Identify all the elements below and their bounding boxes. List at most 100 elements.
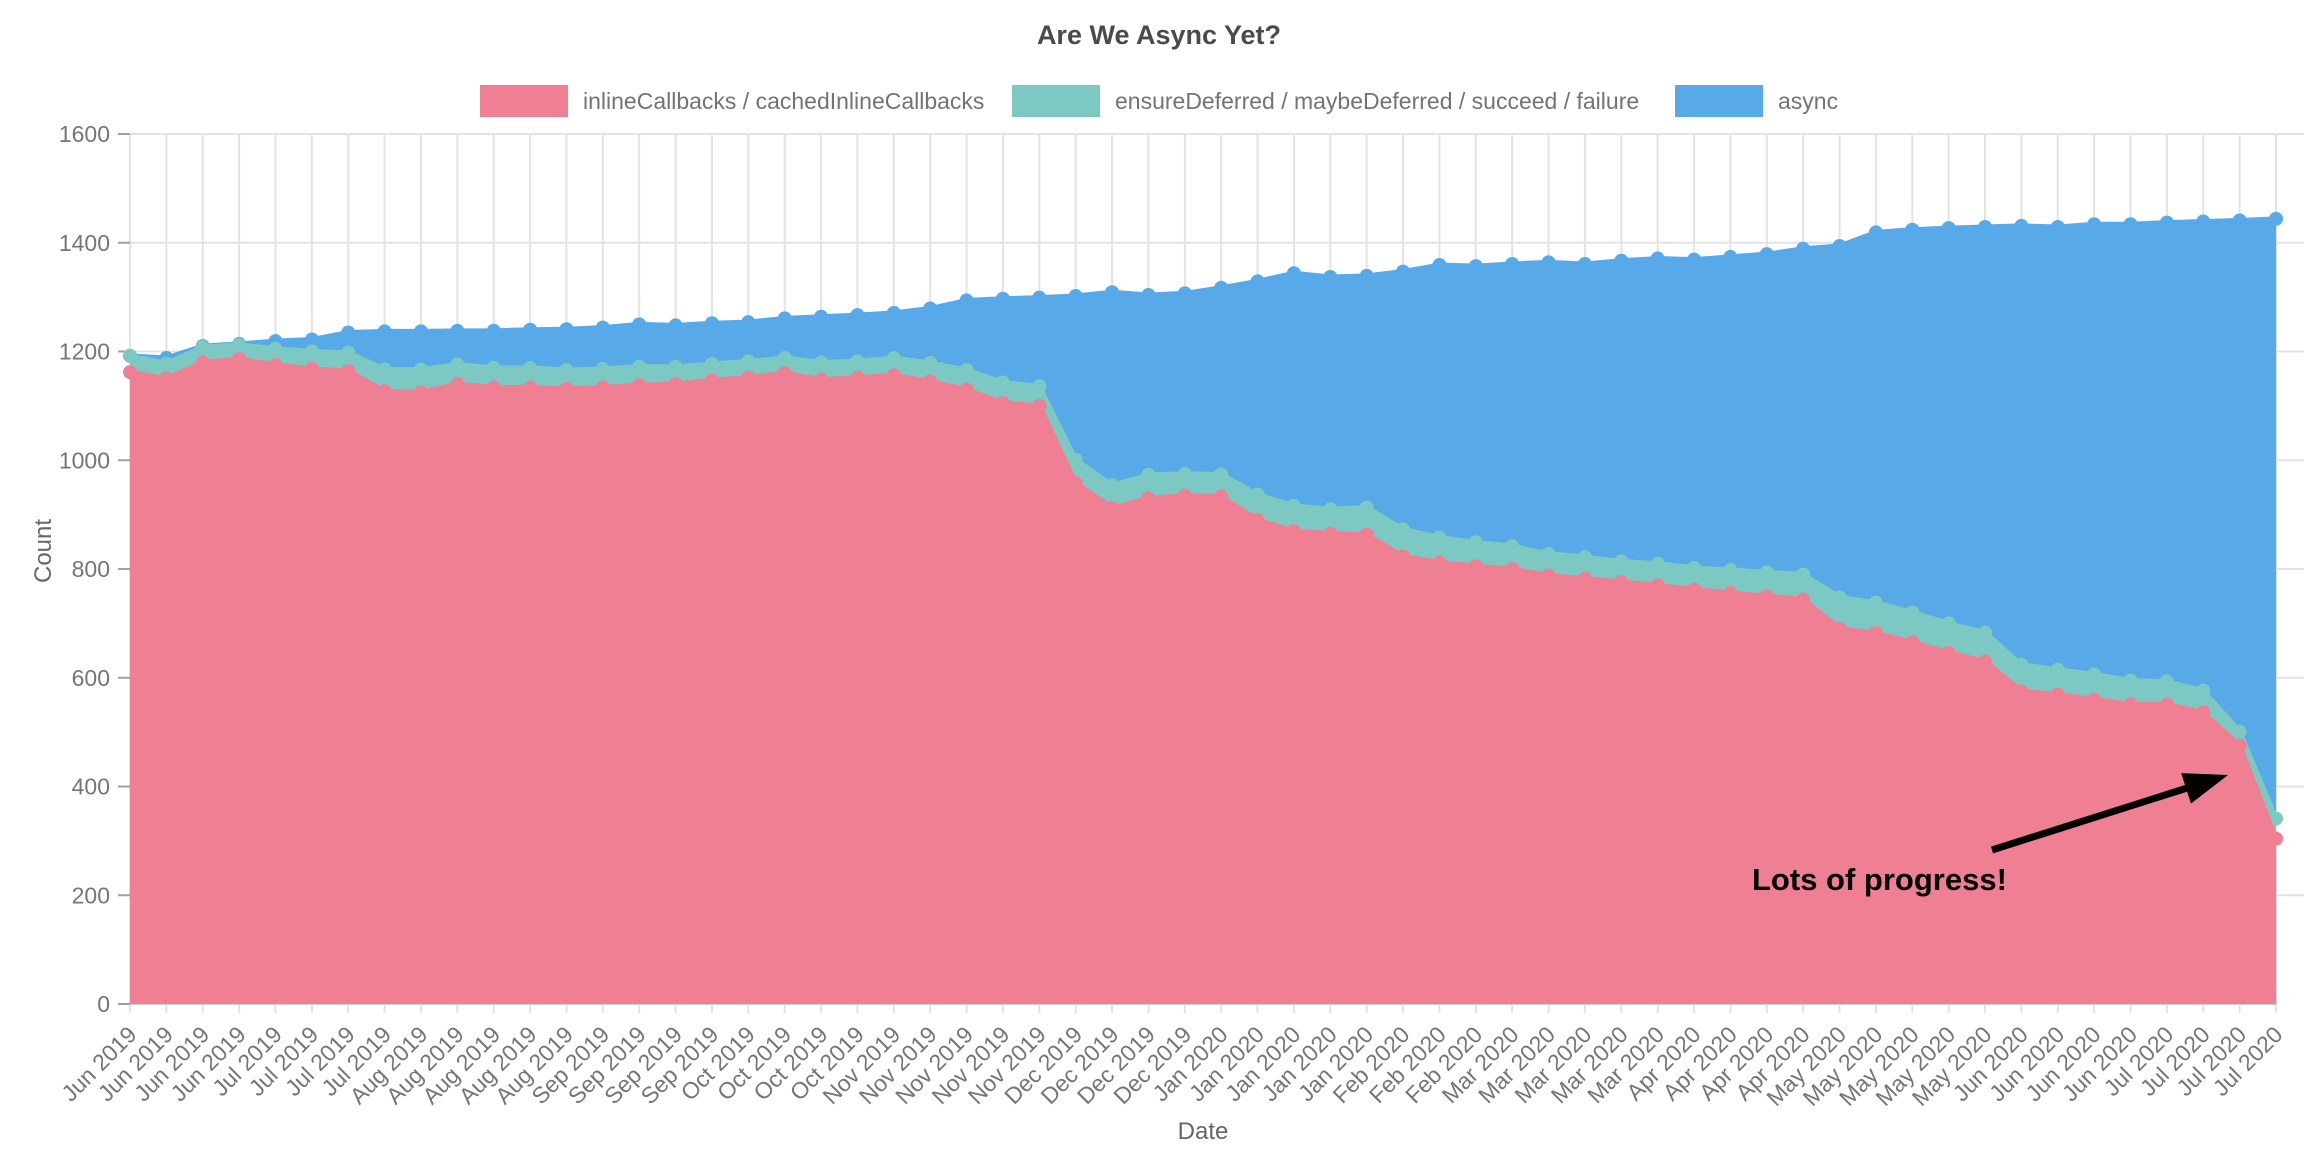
async-point bbox=[1141, 287, 1156, 302]
ensuredeferred-point bbox=[450, 357, 465, 372]
async-point bbox=[413, 324, 428, 339]
async-point bbox=[1577, 256, 1592, 271]
ensuredeferred-point bbox=[2196, 683, 2211, 698]
async-point bbox=[850, 308, 865, 323]
async-point bbox=[341, 325, 356, 340]
ensuredeferred-point bbox=[1941, 616, 1956, 631]
async-point bbox=[1759, 247, 1774, 262]
annotation-text: Lots of progress! bbox=[1752, 862, 2007, 897]
ensuredeferred-point bbox=[2014, 657, 2029, 672]
async-point bbox=[1177, 286, 1192, 301]
y-tick-label: 1600 bbox=[59, 121, 110, 147]
async-point bbox=[668, 318, 683, 333]
inlinecallbacks-point bbox=[195, 355, 210, 370]
legend-swatch-blue-icon bbox=[1675, 85, 1763, 117]
inlinecallbacks-point bbox=[2159, 697, 2174, 712]
inlinecallbacks-point bbox=[595, 380, 610, 395]
inlinecallbacks-point bbox=[1905, 635, 1920, 650]
ensuredeferred-point bbox=[1250, 487, 1265, 502]
inlinecallbacks-point bbox=[1432, 555, 1447, 570]
ensuredeferred-point bbox=[268, 341, 283, 356]
inlinecallbacks-point bbox=[668, 377, 683, 392]
inlinecallbacks-point bbox=[1214, 489, 1229, 504]
async-point bbox=[1941, 221, 1956, 236]
async-point bbox=[1796, 241, 1811, 256]
async-point bbox=[741, 315, 756, 330]
inlinecallbacks-area bbox=[130, 359, 2276, 1004]
inlinecallbacks-point bbox=[450, 377, 465, 392]
ensuredeferred-point bbox=[413, 362, 428, 377]
ensuredeferred-point bbox=[814, 355, 829, 370]
ensuredeferred-point bbox=[123, 348, 137, 363]
async-point bbox=[1505, 256, 1520, 271]
ensuredeferred-point bbox=[1396, 522, 1411, 537]
ensuredeferred-point bbox=[1577, 550, 1592, 565]
async-point bbox=[304, 332, 319, 347]
async-point bbox=[1105, 285, 1120, 300]
legend-item-ensuredeferred[interactable]: ensureDeferred / maybeDeferred / succeed… bbox=[1012, 85, 1639, 117]
ensuredeferred-point bbox=[1323, 502, 1338, 517]
inlinecallbacks-point bbox=[2050, 687, 2065, 702]
inlinecallbacks-point bbox=[341, 364, 356, 379]
legend-item-inlinecallbacks[interactable]: inlineCallbacks / cachedInlineCallbacks bbox=[480, 85, 984, 117]
async-point bbox=[1868, 225, 1883, 240]
ensuredeferred-point bbox=[2232, 724, 2247, 739]
inlinecallbacks-point bbox=[2123, 697, 2138, 712]
async-point bbox=[1359, 268, 1374, 283]
inlinecallbacks-point bbox=[1796, 592, 1811, 607]
inlinecallbacks-point bbox=[1105, 501, 1120, 516]
ensuredeferred-point bbox=[632, 359, 647, 374]
async-point bbox=[814, 309, 829, 324]
ensuredeferred-point bbox=[923, 355, 938, 370]
async-point bbox=[2232, 213, 2247, 228]
async-point bbox=[923, 301, 938, 316]
ensuredeferred-point bbox=[1978, 625, 1993, 640]
async-point bbox=[2087, 217, 2102, 232]
ensuredeferred-point bbox=[486, 360, 501, 375]
inlinecallbacks-point bbox=[232, 352, 247, 367]
inlinecallbacks-point bbox=[1032, 398, 1047, 413]
async-point bbox=[1432, 258, 1447, 273]
async-point bbox=[1068, 289, 1083, 304]
inlinecallbacks-point bbox=[1650, 578, 1665, 593]
inlinecallbacks-point bbox=[304, 361, 319, 376]
async-point bbox=[704, 316, 719, 331]
ensuredeferred-point bbox=[1177, 466, 1192, 481]
ensuredeferred-point bbox=[886, 351, 901, 366]
ensuredeferred-point bbox=[2050, 662, 2065, 677]
ensuredeferred-point bbox=[668, 359, 683, 374]
async-point bbox=[632, 317, 647, 332]
ensuredeferred-point bbox=[232, 337, 247, 352]
inlinecallbacks-point bbox=[486, 380, 501, 395]
async-point bbox=[1214, 280, 1229, 295]
inlinecallbacks-point bbox=[1177, 488, 1192, 503]
async-point bbox=[1250, 274, 1265, 289]
ensuredeferred-point bbox=[2123, 673, 2138, 688]
inlinecallbacks-point bbox=[741, 370, 756, 385]
async-point bbox=[995, 291, 1010, 306]
ensuredeferred-point bbox=[741, 354, 756, 369]
ensuredeferred-point bbox=[1832, 590, 1847, 605]
x-axis-title: Date bbox=[1177, 1118, 1229, 1145]
async-point bbox=[523, 322, 538, 337]
ensuredeferred-point bbox=[1759, 565, 1774, 580]
async-point bbox=[1614, 253, 1629, 268]
ensuredeferred-point bbox=[2159, 674, 2174, 689]
async-point bbox=[486, 323, 501, 338]
ensuredeferred-point bbox=[1214, 467, 1229, 482]
async-point bbox=[595, 320, 610, 335]
ensuredeferred-point bbox=[777, 351, 792, 366]
inlinecallbacks-point bbox=[2196, 705, 2211, 720]
legend-label: inlineCallbacks / cachedInlineCallbacks bbox=[583, 87, 985, 114]
ensuredeferred-point bbox=[595, 361, 610, 376]
y-tick-label: 200 bbox=[72, 882, 110, 908]
legend-item-async[interactable]: async bbox=[1675, 85, 1838, 117]
inlinecallbacks-point bbox=[2269, 831, 2283, 846]
async-point bbox=[777, 311, 792, 326]
inlinecallbacks-point bbox=[123, 365, 137, 380]
async-point bbox=[377, 324, 392, 339]
inlinecallbacks-point bbox=[704, 373, 719, 388]
y-tick-label: 600 bbox=[72, 665, 110, 691]
async-point bbox=[1396, 264, 1411, 279]
